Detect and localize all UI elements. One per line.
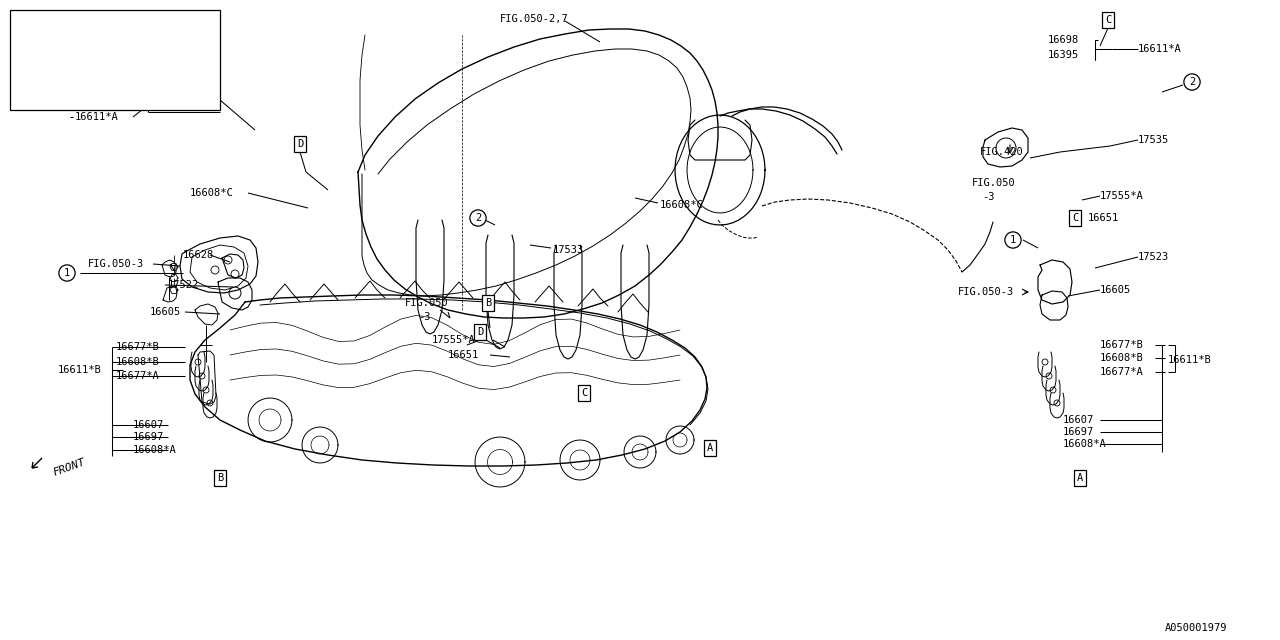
Text: 16698: 16698 [1048,35,1079,45]
Text: 16677*A: 16677*A [116,371,160,381]
Text: 17522: 17522 [168,280,200,290]
Text: -3: -3 [982,192,995,202]
Text: 17555*A: 17555*A [433,335,476,345]
Text: 16611*A: 16611*A [1138,44,1181,54]
Text: FIG.420: FIG.420 [980,147,1024,157]
Text: FIG.050-3: FIG.050-3 [88,259,145,269]
Text: 16608*A: 16608*A [1062,439,1107,449]
Text: 0104S*C(-1203): 0104S*C(-1203) [58,68,146,78]
Text: A: A [707,443,713,453]
Text: FRONT: FRONT [52,456,87,477]
Text: 16608*A: 16608*A [133,445,177,455]
Text: 16395: 16395 [1048,50,1079,60]
Text: FIG.050-2,7: FIG.050-2,7 [500,14,568,24]
Text: J2088  (1203-): J2088 (1203-) [58,92,146,102]
Text: 16611*B: 16611*B [58,365,101,375]
Text: D: D [297,139,303,149]
Text: 16677*B: 16677*B [1100,340,1144,350]
Text: 16395: 16395 [152,95,183,105]
Text: 17535: 17535 [1138,135,1169,145]
Text: 2: 2 [1189,77,1196,87]
Text: 16628: 16628 [183,250,214,260]
Text: 1: 1 [1010,235,1016,245]
Text: 16611*A: 16611*A [76,112,119,122]
Text: 2: 2 [475,213,481,223]
Text: 16608*C: 16608*C [189,188,234,198]
Text: 17555*A: 17555*A [1100,191,1144,201]
Text: 16605: 16605 [1100,285,1132,295]
Text: 16607: 16607 [133,420,164,430]
Text: 16651: 16651 [448,350,479,360]
Text: 16608*C: 16608*C [660,200,704,210]
Text: 16677*A: 16677*A [1100,367,1144,377]
Text: A050001979: A050001979 [1165,623,1228,633]
Text: 1: 1 [64,268,70,278]
Text: 2: 2 [29,68,35,78]
Text: 16607: 16607 [1062,415,1094,425]
Text: 16605: 16605 [150,307,182,317]
Text: FIG.050: FIG.050 [972,178,1016,188]
Text: FIG.050-3: FIG.050-3 [957,287,1014,297]
Text: 16698: 16698 [152,82,183,92]
Text: 16611*B: 16611*B [1169,355,1212,365]
Text: B: B [216,473,223,483]
Text: FIG.050: FIG.050 [404,298,449,308]
Text: C: C [581,388,588,398]
Text: 0104S*D(-1203): 0104S*D(-1203) [58,18,146,28]
Text: 16697: 16697 [133,432,164,442]
Text: C: C [1071,213,1078,223]
Text: B: B [485,298,492,308]
Text: 1: 1 [29,18,35,28]
Text: J20884 (1203-): J20884 (1203-) [58,42,146,52]
Text: D: D [477,327,483,337]
Text: 17533: 17533 [553,245,584,255]
Bar [10,10,220,110]
Text: -3: -3 [419,312,430,322]
Text: 16608*B: 16608*B [116,357,160,367]
Text: A: A [1076,473,1083,483]
Text: 16677*B: 16677*B [116,342,160,352]
Text: 17523: 17523 [1138,252,1169,262]
Text: 16608*B: 16608*B [1100,353,1144,363]
Text: 16697: 16697 [1062,427,1094,437]
Text: 16651: 16651 [1088,213,1119,223]
Text: C: C [1105,15,1111,25]
